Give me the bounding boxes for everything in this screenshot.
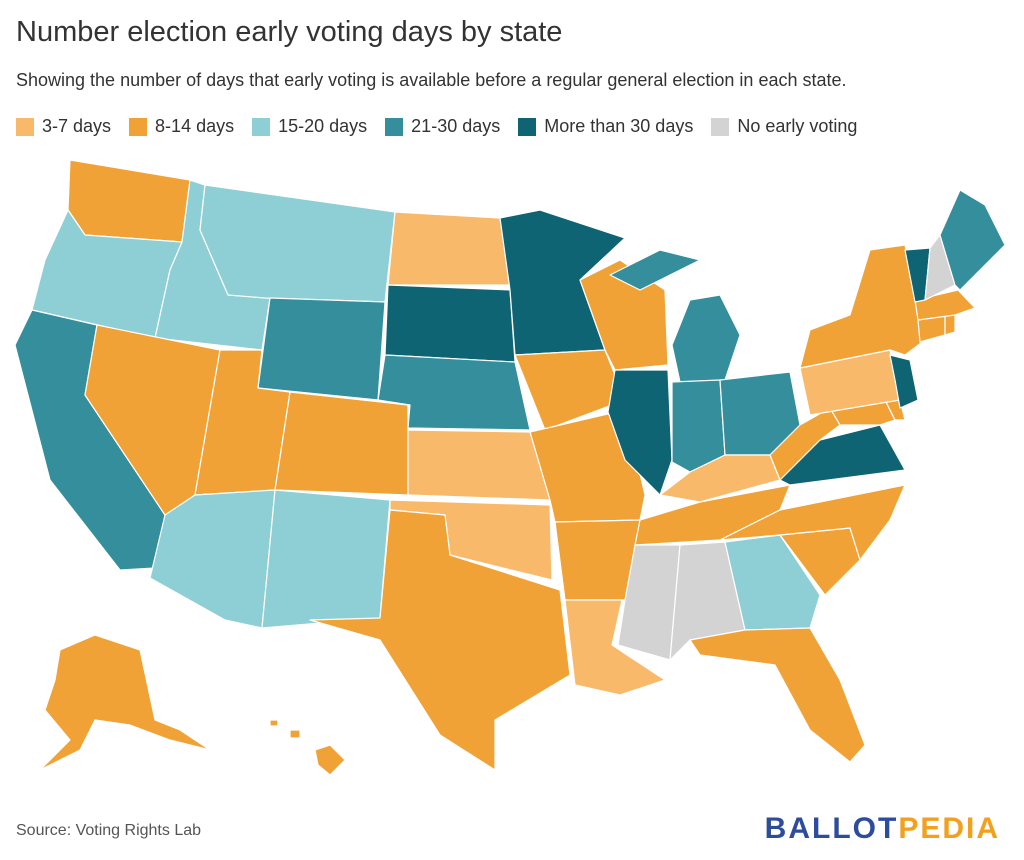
logo-pedia: PEDIA [898,812,1000,845]
legend-swatch [16,117,34,136]
state-nm[interactable] [261,489,391,629]
legend: 3-7 days 8-14 days 15-20 days 21-30 days… [16,116,857,137]
ballotpedia-logo[interactable]: BALLOTPEDIA [765,812,1000,846]
state-tx[interactable] [309,509,571,771]
state-ks[interactable] [407,429,551,501]
legend-item: 8-14 days [129,116,234,137]
state-mt[interactable] [199,184,396,303]
legend-swatch [385,117,404,136]
state-nc[interactable] [719,484,906,561]
state-wy[interactable] [257,297,386,401]
state-ak[interactable] [39,634,211,771]
legend-swatch [129,117,148,136]
legend-label: 8-14 days [155,116,235,136]
legend-swatch [711,117,730,136]
state-fl[interactable] [689,627,866,763]
state-ms[interactable] [617,544,681,661]
state-ri[interactable] [944,314,956,336]
state-la[interactable] [564,599,666,696]
legend-item: More than 30 days [518,116,693,137]
state-hi[interactable] [269,719,346,776]
chart-subtitle: Showing the number of days that early vo… [16,70,847,90]
chart-title: Number election early voting days by sta… [16,16,563,48]
source-note: Source: Voting Rights Lab [16,822,202,839]
legend-label: More than 30 days [544,116,694,136]
legend-item: 15-20 days [252,116,367,137]
state-sd[interactable] [384,284,516,363]
state-co[interactable] [274,391,409,496]
state-ne[interactable] [377,354,531,431]
us-map [14,159,1006,776]
legend-label: 21-30 days [411,116,501,136]
state-nd[interactable] [387,211,511,286]
legend-item: 3-7 days [16,116,111,137]
legend-label: 3-7 days [42,116,112,136]
logo-ballot: BALLOT [764,812,899,845]
legend-swatch [518,117,537,136]
legend-swatch [252,117,271,136]
legend-label: No early voting [737,116,858,136]
legend-item: No early voting [711,116,857,137]
state-wa[interactable] [67,159,191,243]
legend-item: 21-30 days [385,116,500,137]
state-me[interactable] [939,189,1006,291]
legend-label: 15-20 days [278,116,368,136]
state-nj[interactable] [889,354,919,409]
state-ny[interactable] [799,244,926,369]
